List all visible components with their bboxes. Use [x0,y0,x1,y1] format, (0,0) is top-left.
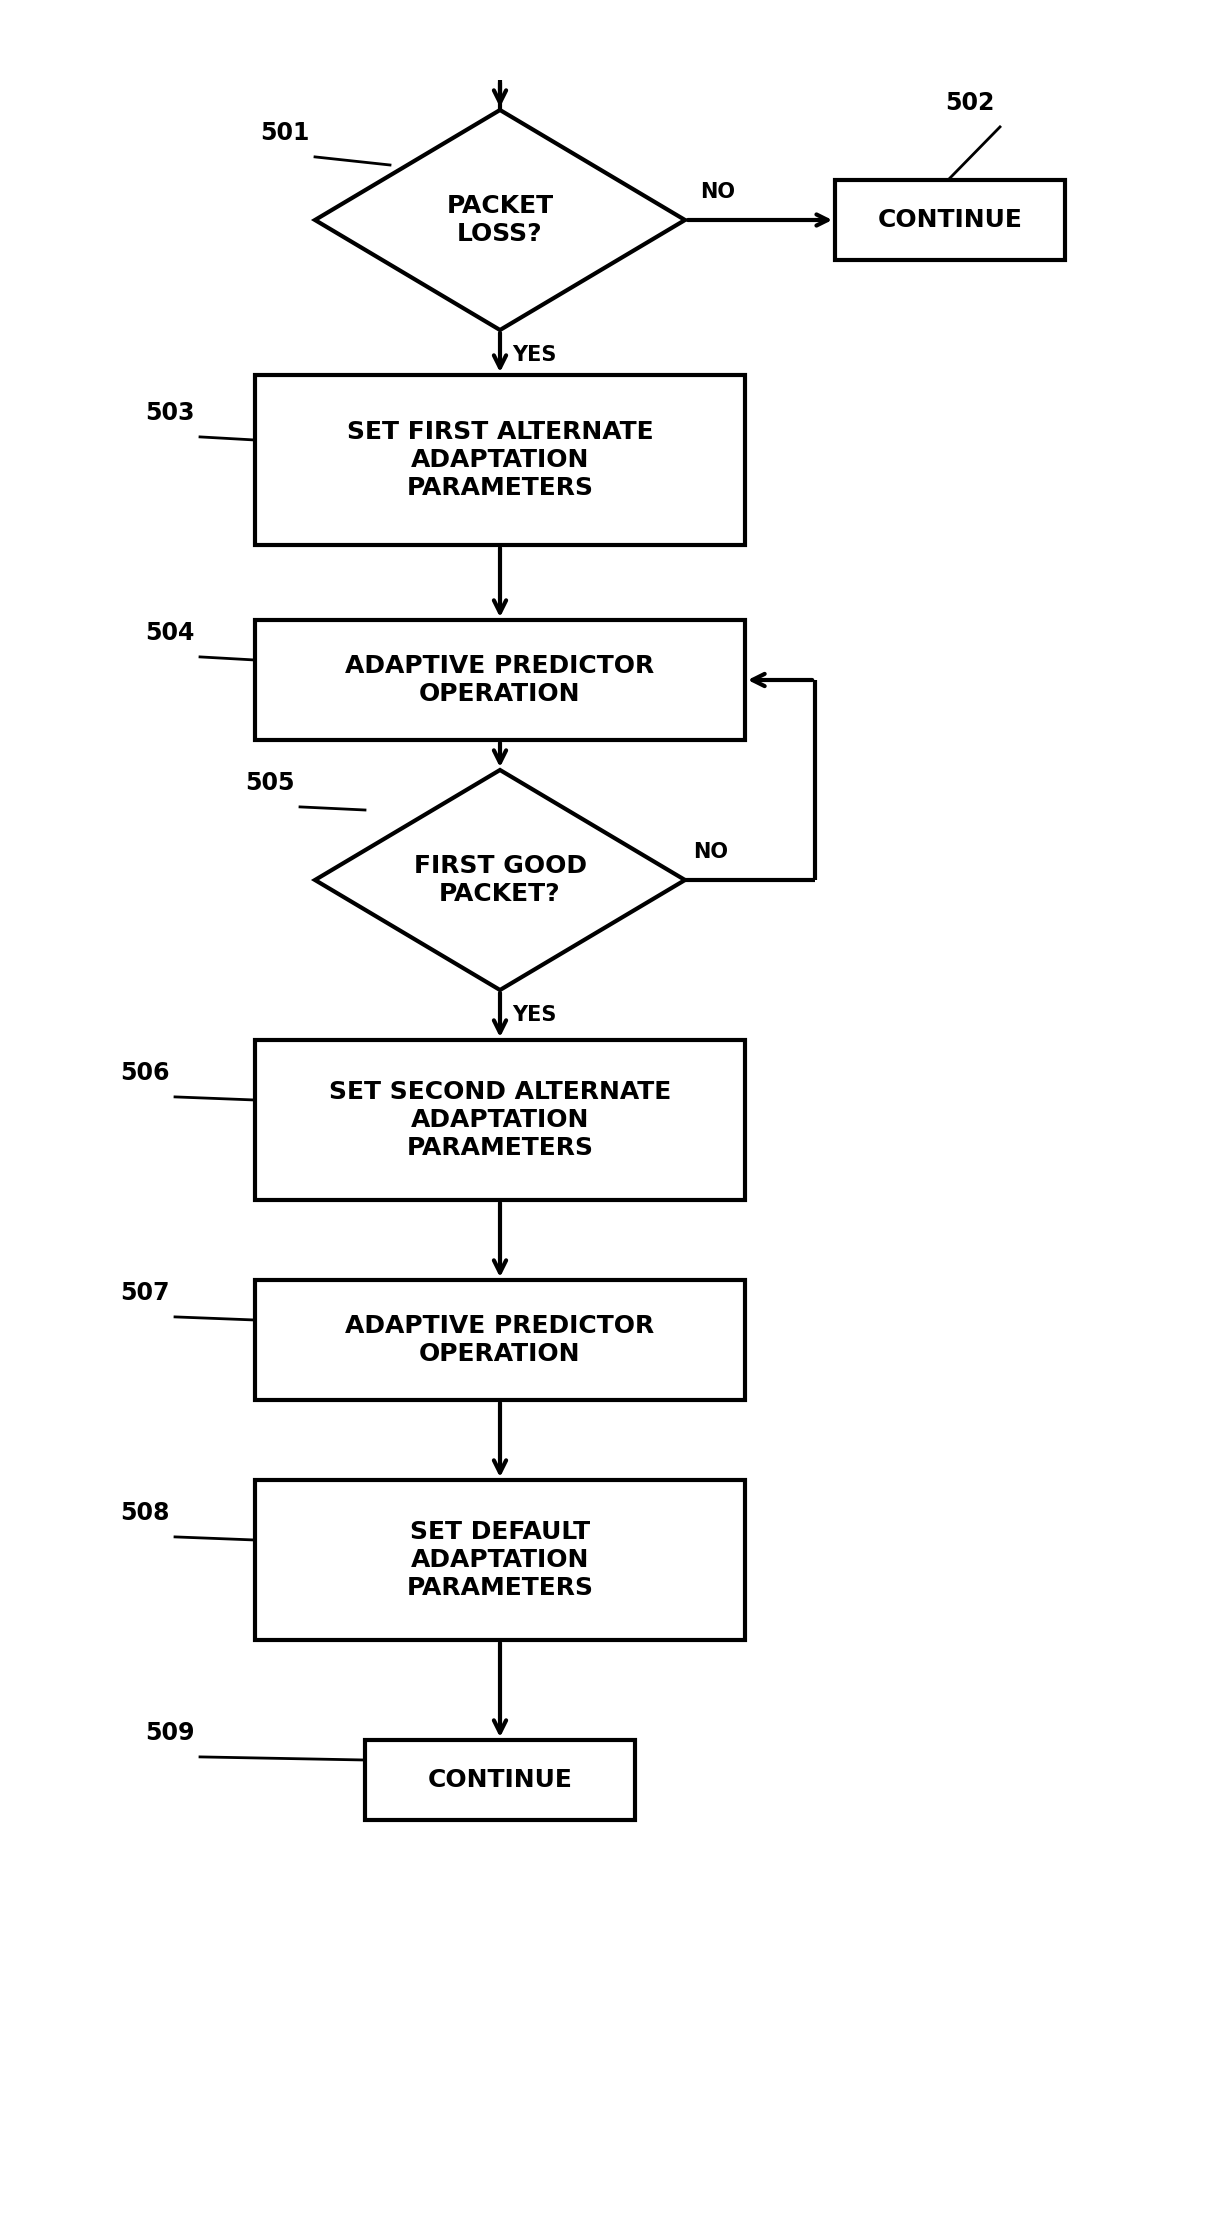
Text: 502: 502 [945,92,995,114]
Bar [835,179,1065,260]
Bar [255,1039,745,1201]
Text: CONTINUE: CONTINUE [878,208,1023,233]
Bar [366,1740,635,1819]
Text: NO: NO [700,181,735,202]
Bar [255,620,745,739]
Text: 501: 501 [261,121,310,146]
Bar [255,374,745,544]
Bar [255,1481,745,1640]
Text: 503: 503 [145,401,194,426]
Text: FIRST GOOD
PACKET?: FIRST GOOD PACKET? [414,853,586,905]
Text: YES: YES [512,345,556,365]
Text: CONTINUE: CONTINUE [427,1767,572,1792]
Text: ADAPTIVE PREDICTOR
OPERATION: ADAPTIVE PREDICTOR OPERATION [346,654,655,706]
Text: YES: YES [512,1006,556,1026]
Text: SET FIRST ALTERNATE
ADAPTATION
PARAMETERS: SET FIRST ALTERNATE ADAPTATION PARAMETER… [347,421,654,500]
Text: PACKET
LOSS?: PACKET LOSS? [447,195,554,246]
Text: 506: 506 [121,1062,170,1084]
Text: 509: 509 [145,1720,194,1745]
Text: SET SECOND ALTERNATE
ADAPTATION
PARAMETERS: SET SECOND ALTERNATE ADAPTATION PARAMETE… [329,1080,671,1160]
Text: ADAPTIVE PREDICTOR
OPERATION: ADAPTIVE PREDICTOR OPERATION [346,1315,655,1366]
Text: SET DEFAULT
ADAPTATION
PARAMETERS: SET DEFAULT ADAPTATION PARAMETERS [406,1521,593,1599]
Text: NO: NO [693,842,728,862]
Bar [255,1279,745,1400]
Text: 507: 507 [121,1281,170,1306]
Text: 508: 508 [121,1501,170,1525]
Text: 505: 505 [245,771,295,795]
Text: 504: 504 [145,620,194,645]
